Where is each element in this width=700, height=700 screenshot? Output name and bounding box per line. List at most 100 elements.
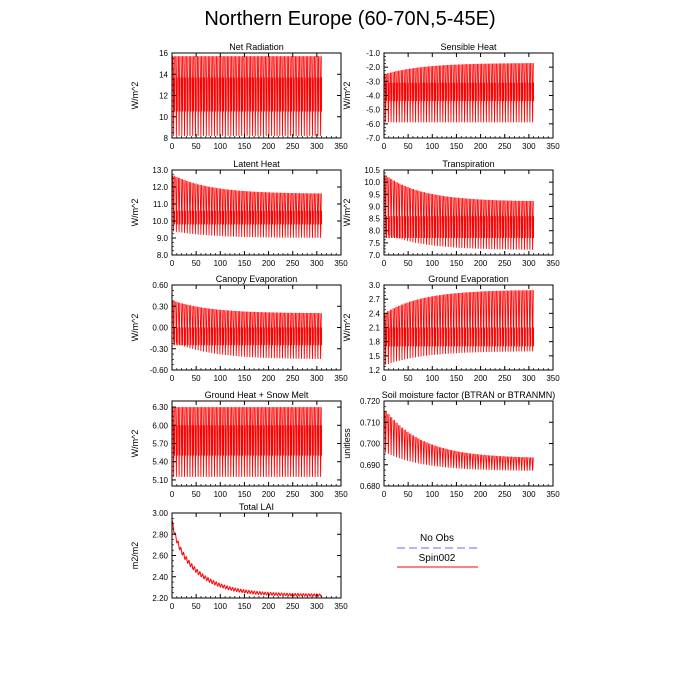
y-tick-label: 10 — [159, 113, 168, 122]
y-tick-label: 0.690 — [360, 461, 381, 470]
series-band-0 — [173, 210, 322, 225]
page-title: Northern Europe (60-70N,5-45E) — [204, 8, 496, 30]
series-line — [172, 56, 322, 136]
series-spin002 — [172, 300, 322, 360]
x-tick-label: 50 — [192, 490, 201, 499]
y-tick-label: -3.0 — [366, 77, 380, 86]
panel-title: Latent Heat — [233, 159, 280, 169]
panel-net-radiation: 0 50 100 150 200 250 300 350 8 10 12 14 16 Net Radiat… — [130, 42, 348, 151]
series-spin002 — [172, 520, 323, 597]
y-tick-label: 5.70 — [152, 440, 168, 449]
series-line — [172, 175, 322, 238]
y-axis-label: W/m^2 — [130, 199, 140, 227]
series-band-0 — [385, 327, 534, 347]
x-tick-label: 200 — [474, 490, 488, 499]
x-tick-label: 300 — [310, 490, 324, 499]
y-axis-label: W/m^2 — [130, 82, 140, 110]
y-tick-label: -7.0 — [366, 134, 380, 143]
y-tick-label: 2.4 — [369, 309, 381, 318]
y-tick-label: 0.700 — [360, 440, 381, 449]
y-tick-label: -2.0 — [366, 63, 380, 72]
x-tick-label: 350 — [334, 490, 348, 499]
x-tick-label: 50 — [192, 602, 201, 611]
legend-label-spin002: Spin002 — [419, 553, 456, 564]
y-tick-label: 8 — [164, 134, 169, 143]
y-tick-label: -0.30 — [150, 345, 169, 354]
x-tick-label: 100 — [426, 374, 440, 383]
y-tick-label: 2.20 — [152, 594, 168, 603]
legend-label-no-obs: No Obs — [420, 533, 454, 544]
series-line — [172, 407, 322, 477]
panel-title: Transpiration — [442, 159, 494, 169]
series-spin002 — [172, 175, 322, 238]
x-tick-label: 300 — [310, 602, 324, 611]
panel-soil-moisture-factor-btran-or-btranmn: 0 50 100 150 200 250 300 350 0.680 0.690 0.700 0.71… — [342, 390, 560, 499]
y-tick-label: 12.0 — [152, 183, 168, 192]
y-tick-label: 11.0 — [153, 200, 169, 209]
x-tick-label: 200 — [474, 259, 488, 268]
y-tick-label: 2.80 — [152, 530, 168, 539]
y-tick-label: 8.5 — [369, 215, 381, 224]
x-tick-label: 50 — [404, 142, 413, 151]
y-tick-label: 10.0 — [152, 217, 168, 226]
panel-ground-evaporation: 0 50 100 150 200 250 300 350 1.2 1.5 1.8 2.1 2.4 2.7 3… — [342, 274, 560, 383]
y-tick-label: 9.5 — [369, 190, 381, 199]
x-tick-label: 50 — [192, 142, 201, 151]
x-tick-label: 200 — [474, 374, 488, 383]
series-band-0 — [173, 77, 322, 112]
series-line — [384, 410, 534, 471]
series-line — [384, 63, 534, 123]
x-tick-label: 250 — [498, 490, 512, 499]
x-tick-label: 0 — [170, 374, 175, 383]
x-tick-label: 350 — [546, 259, 560, 268]
y-tick-label: 1.2 — [369, 366, 381, 375]
series-band-0 — [173, 327, 322, 346]
x-tick-label: 50 — [404, 259, 413, 268]
x-tick-label: 150 — [450, 374, 464, 383]
y-axis-label: unitless — [342, 428, 352, 459]
y-axis-label: W/m^2 — [130, 314, 140, 342]
y-tick-label: 3.00 — [152, 509, 168, 518]
y-tick-label: -6.0 — [366, 120, 380, 129]
x-tick-label: 100 — [426, 490, 440, 499]
y-tick-label: 0.720 — [360, 397, 381, 406]
panel-title: Canopy Evaporation — [216, 274, 298, 284]
y-tick-label: 7.5 — [369, 239, 381, 248]
panel-title: Sensible Heat — [440, 42, 497, 52]
x-tick-label: 0 — [382, 142, 387, 151]
x-tick-label: 150 — [238, 374, 252, 383]
x-tick-label: 0 — [382, 374, 387, 383]
y-tick-label: 0.710 — [360, 418, 381, 427]
x-tick-label: 250 — [286, 490, 300, 499]
legend: No Obs Spin002 — [397, 533, 478, 568]
x-tick-label: 200 — [262, 374, 276, 383]
x-tick-label: 250 — [286, 602, 300, 611]
y-tick-label: 2.40 — [152, 573, 168, 582]
y-axis-label: W/m^2 — [342, 199, 352, 227]
x-tick-label: 300 — [310, 374, 324, 383]
y-tick-label: 3.0 — [369, 281, 381, 290]
plot-frame — [171, 512, 342, 599]
y-tick-label: 1.5 — [369, 352, 381, 361]
x-tick-label: 100 — [214, 259, 228, 268]
y-tick-label: 2.7 — [369, 295, 381, 304]
x-tick-label: 50 — [404, 374, 413, 383]
panel-title: Total LAI — [239, 502, 274, 512]
series-spin002 — [384, 175, 534, 250]
x-tick-label: 250 — [286, 259, 300, 268]
x-tick-label: 250 — [498, 374, 512, 383]
x-tick-label: 0 — [382, 490, 387, 499]
x-tick-label: 50 — [192, 374, 201, 383]
x-tick-label: 0 — [170, 490, 175, 499]
x-tick-label: 100 — [214, 490, 228, 499]
x-tick-label: 300 — [522, 259, 536, 268]
x-tick-label: 250 — [286, 374, 300, 383]
y-tick-label: 8.0 — [157, 251, 169, 260]
x-tick-label: 100 — [426, 142, 440, 151]
x-tick-label: 150 — [450, 142, 464, 151]
y-axis-label: W/m^2 — [342, 82, 352, 110]
series-band-0 — [385, 82, 534, 102]
panel-transpiration: 0 50 100 150 200 250 300 350 7.0 7.5 8.0 8.5 9.0 9.5 1… — [342, 159, 560, 268]
y-axis-label: W/m^2 — [342, 314, 352, 342]
